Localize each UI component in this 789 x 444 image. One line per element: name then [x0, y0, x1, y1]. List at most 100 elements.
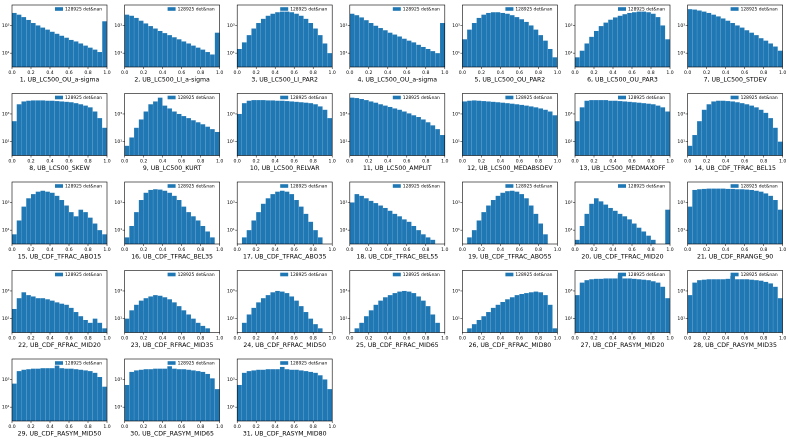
- histogram-bar: [378, 205, 383, 244]
- histogram-bar: [777, 50, 783, 67]
- histogram-bar: [167, 299, 172, 333]
- histogram-panel: 0.0 0.2 0.4 0.6 0.8 1.0 10¹ 10³ 128925 det&nan 21…: [677, 181, 786, 261]
- y-tick-label: 10³: [677, 111, 685, 117]
- histogram-bar: [425, 306, 431, 333]
- legend-swatch: [280, 184, 289, 188]
- legend-swatch: [167, 272, 176, 277]
- histogram-bar: [26, 100, 31, 156]
- histogram-bar: [143, 23, 149, 67]
- histogram-bar: [157, 295, 163, 333]
- x-tick-label: 0.4: [272, 70, 279, 76]
- panel-title: 20, UB_CDF_TFRAC_MID20: [581, 254, 663, 261]
- histogram-bar: [584, 213, 590, 244]
- histogram-bar: [646, 280, 651, 333]
- y-tick-label: 10³: [2, 377, 10, 383]
- histogram-panel: 0.0 0.2 0.4 0.6 0.8 1.0 10¹ 10³ 128925 det&nan 31…: [227, 358, 336, 438]
- y-tick-label: 10¹: [2, 139, 10, 145]
- histogram-bar: [241, 237, 247, 244]
- histogram-bar: [195, 371, 201, 421]
- histogram-bar: [78, 43, 84, 67]
- histogram-bar: [92, 49, 98, 67]
- histogram-bar: [186, 314, 191, 333]
- panel-title: 12, UB_LC500_MEDABSDEV: [467, 165, 553, 172]
- x-tick-label: 0.0: [234, 159, 241, 165]
- histogram-bar: [153, 28, 158, 67]
- histogram-bar: [124, 237, 130, 244]
- histogram-bar: [181, 369, 187, 421]
- histogram-bar: [26, 369, 31, 421]
- histogram-bar: [317, 106, 323, 156]
- histogram-bar: [176, 39, 182, 67]
- histogram-bar: [528, 205, 534, 244]
- legend-swatch: [505, 272, 514, 277]
- histogram-bar: [83, 212, 88, 244]
- axes-frame: [687, 270, 783, 333]
- histogram-bar: [716, 16, 721, 68]
- histogram-bar: [354, 194, 360, 244]
- histogram-bar: [317, 375, 323, 421]
- legend-swatch: [730, 272, 739, 277]
- x-tick-label: 0.2: [478, 336, 485, 342]
- histogram-bar: [102, 328, 107, 333]
- histogram-bar: [758, 109, 764, 156]
- histogram-bar: [754, 107, 759, 156]
- legend-label: 128925 det&nan: [290, 361, 327, 367]
- legend-label: 128925 det&nan: [515, 272, 552, 278]
- x-tick-label: 0.6: [403, 159, 410, 165]
- histogram-bar: [78, 209, 84, 244]
- x-tick-label: 1.0: [103, 70, 110, 76]
- histogram-bar: [191, 45, 196, 67]
- axes-frame: [574, 270, 671, 333]
- histogram-bar: [735, 189, 740, 244]
- histogram-bar: [603, 100, 609, 156]
- y-tick-label: 10³: [227, 288, 235, 294]
- histogram-bar: [12, 234, 17, 244]
- histogram-bar: [579, 107, 585, 156]
- x-tick-label: 1.0: [554, 247, 561, 253]
- histogram-bar: [186, 118, 191, 156]
- histogram-bar: [241, 372, 247, 421]
- y-tick-label: 10¹: [2, 316, 10, 322]
- panel-title: 4, UB_LC500_OU_a-sigma: [357, 77, 437, 84]
- histogram-bar: [687, 9, 693, 68]
- x-tick-label: 0.6: [291, 336, 298, 342]
- legend-swatch: [280, 361, 289, 365]
- x-tick-label: 0.4: [159, 247, 166, 253]
- x-tick-label: 0.2: [478, 159, 485, 165]
- histogram-bar: [416, 117, 421, 156]
- legend-label: 128925 det&nan: [628, 95, 665, 101]
- histogram-bar: [246, 100, 252, 156]
- histogram-bar: [284, 11, 290, 68]
- histogram-bar: [289, 12, 295, 67]
- histogram-bar: [392, 293, 398, 333]
- axes-frame: [124, 4, 220, 68]
- legend-label: 128925 det&nan: [178, 272, 215, 278]
- x-tick-label: 0.4: [46, 424, 53, 430]
- histogram-bar: [92, 372, 98, 421]
- histogram-bar: [416, 230, 421, 244]
- y-tick-label: 10³: [340, 111, 348, 117]
- histogram-bar: [129, 371, 134, 421]
- y-tick-label: 10¹: [452, 139, 460, 145]
- x-tick-label: 0.0: [121, 336, 128, 342]
- histogram-bar: [387, 210, 393, 244]
- histogram-bar: [373, 203, 379, 244]
- histogram-bar: [275, 100, 280, 156]
- histogram-bar: [725, 278, 731, 333]
- histogram-bar: [102, 21, 107, 67]
- histogram-panel: 0.0 0.2 0.4 0.6 0.8 1.0 10¹ 10³ 128925 det&nan 3,…: [227, 4, 336, 84]
- histogram-bar: [92, 223, 98, 244]
- axes-frame: [11, 270, 108, 333]
- histogram-bar: [430, 314, 436, 333]
- histogram-bar: [40, 27, 46, 68]
- histogram-bar: [59, 101, 65, 156]
- histogram-panel: 0.0 0.2 0.4 0.6 0.8 1.0 10¹ 10³ 128925 det&nan 12…: [452, 93, 561, 172]
- histogram-bar: [317, 237, 323, 244]
- histogram-bar: [322, 43, 328, 67]
- panel-title: 11, UB_LC500_AMPLIT: [363, 165, 432, 172]
- x-tick-label: 0.6: [65, 70, 72, 76]
- histogram-bar: [584, 43, 590, 67]
- y-tick-label: 10³: [114, 23, 122, 29]
- histogram-bar: [575, 121, 580, 156]
- histogram-bar: [490, 307, 496, 333]
